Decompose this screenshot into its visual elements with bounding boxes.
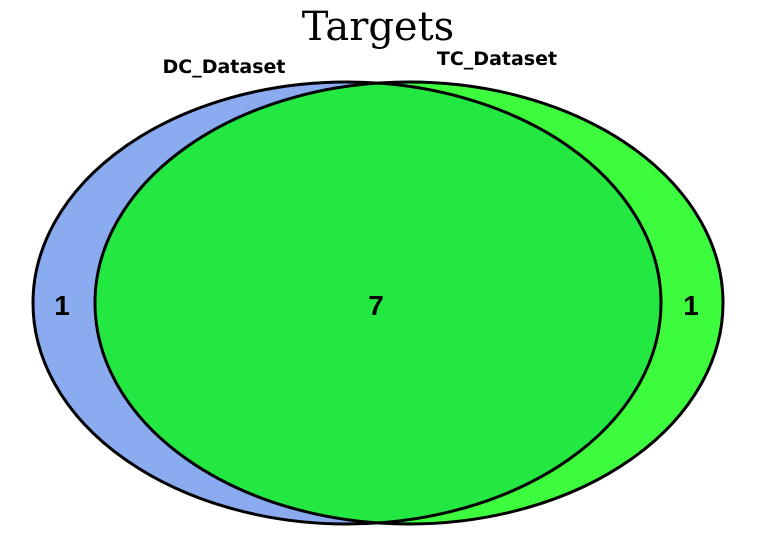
set-label-tc: TC_Dataset <box>437 48 557 70</box>
count-dc-only: 1 <box>54 290 70 321</box>
count-tc-only: 1 <box>683 290 699 321</box>
set-outline-dc <box>31 80 663 526</box>
set-label-dc: DC_Dataset <box>163 56 286 78</box>
set-outline-tc <box>93 80 725 526</box>
count-intersection: 7 <box>368 290 384 321</box>
diagram-title: Targets <box>302 4 454 50</box>
overlap-region <box>95 82 661 524</box>
